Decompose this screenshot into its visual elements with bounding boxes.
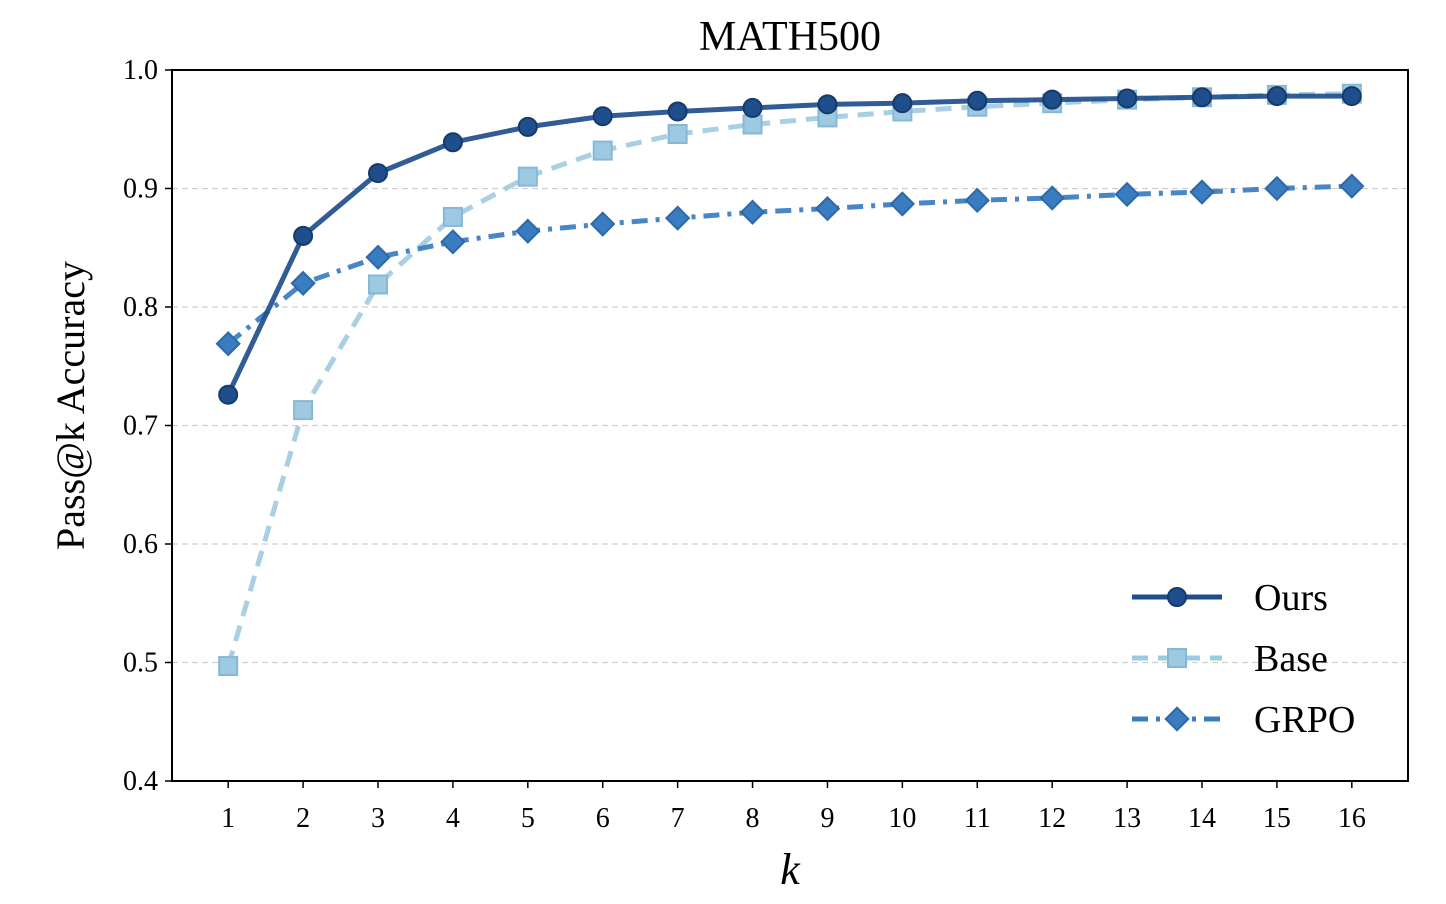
x-tick-label: 8 [746,803,760,834]
x-tick-label: 13 [1113,803,1141,834]
series-line-base [225,91,1352,667]
y-tick-label: 0.7 [123,411,158,442]
x-tick-label: 16 [1338,803,1366,834]
data-point-ours [293,225,314,246]
data-point-ours [892,93,913,114]
legend-label: Base [1254,638,1328,680]
x-tick-label: 5 [521,803,535,834]
legend-label: GRPO [1254,699,1355,741]
series-layer [215,83,1365,677]
data-point-grpo [440,229,466,255]
grid [172,187,1408,664]
data-point-ours [1266,86,1287,107]
data-point-grpo [664,205,691,231]
data-point-grpo [814,195,841,222]
data-point-grpo [1339,173,1365,199]
legend: Ours Base GRPO [1132,577,1355,741]
data-point-grpo [1189,179,1215,205]
x-tick-label: 14 [1188,803,1216,834]
data-point-base [517,166,538,187]
data-point-base [742,114,763,135]
series-ours [218,86,1362,405]
y-axis-label: Pass@k Accuracy [48,261,93,550]
data-point-ours [517,116,538,137]
data-point-grpo [1039,185,1065,211]
ticks: 0.40.50.60.70.80.91.01 2 3 4 5 6 7 8 9 10 11 12 13 14… [123,55,1366,834]
x-tick-label: 9 [820,803,834,834]
x-tick-label: 4 [446,803,460,834]
data-point-grpo [215,331,241,357]
data-point-grpo [365,244,391,270]
x-tick-label: 2 [296,803,310,834]
chart-title: MATH500 [699,14,881,60]
y-tick-label: 0.8 [123,292,158,323]
series-line-grpo [226,183,1352,346]
x-tick-label: 15 [1263,803,1291,834]
x-tick-label: 11 [964,803,991,834]
data-point-grpo [889,191,916,217]
legend-item-ours: Ours [1132,577,1328,619]
y-tick-label: 1.0 [123,55,158,86]
x-axis-label: k [780,845,801,894]
data-point-ours [1341,86,1362,107]
x-tick-label: 6 [596,803,610,834]
x-tick-label: 12 [1038,803,1066,834]
legend-swatch-marker [1167,587,1187,607]
series-line-ours [225,93,1352,396]
x-tick-label: 10 [888,803,916,834]
data-point-ours [667,101,688,122]
data-point-ours [442,132,463,153]
series-base [218,83,1362,677]
data-point-base [368,274,388,295]
data-point-ours [1042,89,1063,110]
y-tick-label: 0.6 [123,529,158,560]
legend-item-grpo: GRPO [1132,699,1355,741]
data-point-grpo [515,218,541,244]
data-point-base [218,656,239,677]
data-point-ours [592,106,613,127]
data-point-grpo [290,270,316,296]
data-point-base [293,400,314,421]
x-tick-label: 1 [221,803,235,834]
legend-item-base: Base [1132,638,1328,680]
data-point-grpo [1114,181,1140,208]
data-point-grpo [1264,175,1290,202]
data-point-base [442,206,463,227]
data-point-base [667,123,688,144]
y-tick-label: 0.4 [123,766,158,797]
legend-swatch-marker [1167,648,1187,668]
x-tick-label: 3 [371,803,385,834]
data-point-ours [368,163,388,184]
y-tick-label: 0.9 [123,174,158,205]
data-point-ours [218,384,239,405]
data-point-grpo [964,187,990,214]
data-point-base [592,140,613,161]
data-point-ours [742,97,763,118]
data-point-grpo [739,199,766,225]
data-point-ours [1117,88,1138,109]
legend-swatch-marker [1164,706,1190,732]
series-grpo [215,173,1365,357]
y-tick-label: 0.5 [123,648,158,679]
legend-label: Ours [1254,577,1328,619]
data-point-grpo [590,211,616,237]
data-point-ours [1192,87,1212,108]
data-point-ours [817,94,838,115]
x-tick-label: 7 [671,803,685,834]
data-point-ours [967,90,988,111]
